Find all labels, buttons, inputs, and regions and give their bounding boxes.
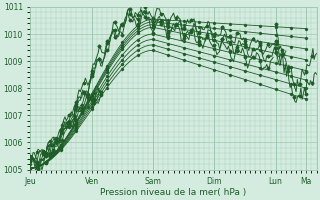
- X-axis label: Pression niveau de la mer( hPa ): Pression niveau de la mer( hPa ): [100, 188, 247, 197]
